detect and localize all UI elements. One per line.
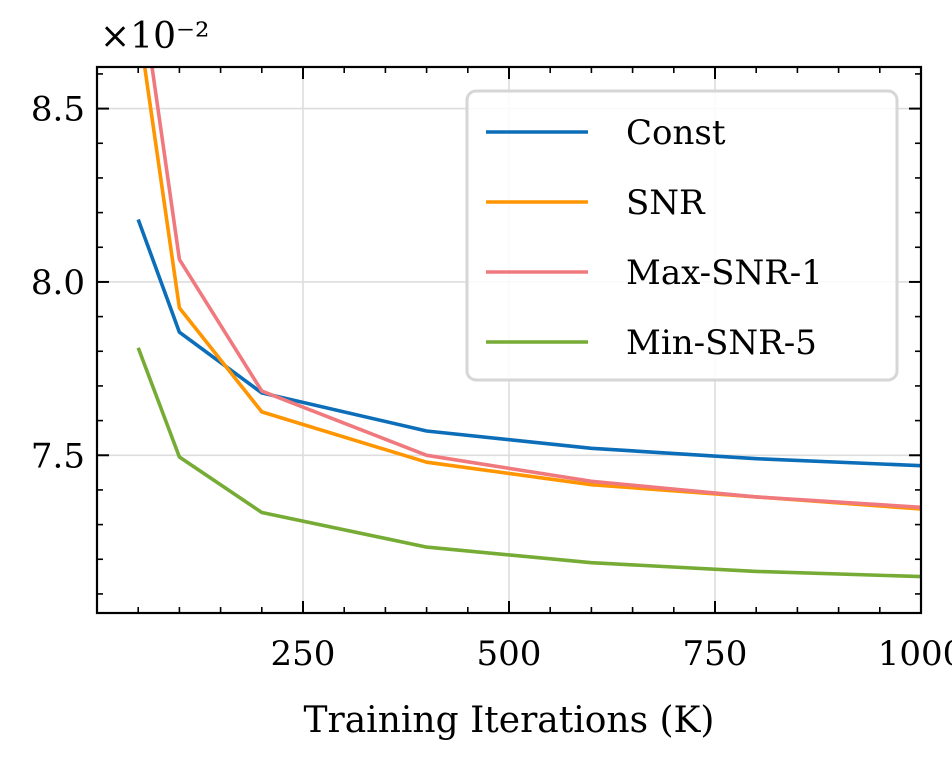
legend-label-snr: SNR bbox=[626, 183, 706, 223]
y-scale-label: ×10⁻² bbox=[100, 16, 209, 57]
x-tick-label: 750 bbox=[683, 634, 748, 674]
legend-label-max-snr-1: Max-SNR-1 bbox=[626, 253, 823, 293]
series-line-max-snr-1 bbox=[150, 67, 921, 510]
legend-label-min-snr-5: Min-SNR-5 bbox=[626, 323, 817, 363]
series-line-const bbox=[136, 218, 921, 468]
legend-label-const: Const bbox=[626, 113, 726, 153]
series-lines bbox=[136, 67, 921, 579]
x-tick-label: 250 bbox=[271, 634, 336, 674]
tick-labels: 250 500 750 1000 7.5 8.0 8.5 bbox=[31, 90, 952, 674]
x-tick-label: 1000 bbox=[878, 634, 952, 674]
legend: Const SNR Max-SNR-1 Min-SNR-5 bbox=[465, 89, 899, 382]
y-tick-label: 8.0 bbox=[31, 263, 85, 303]
series-line-min-snr-5 bbox=[136, 347, 921, 579]
x-axis-title: Training Iterations (K) bbox=[304, 700, 715, 741]
axis-ticks bbox=[97, 67, 922, 613]
y-tick-label: 8.5 bbox=[31, 90, 85, 130]
x-tick-label: 500 bbox=[477, 634, 542, 674]
y-tick-label: 7.5 bbox=[31, 436, 85, 476]
legend-frame bbox=[465, 89, 899, 382]
legend-entries: Const SNR Max-SNR-1 Min-SNR-5 bbox=[486, 113, 823, 363]
